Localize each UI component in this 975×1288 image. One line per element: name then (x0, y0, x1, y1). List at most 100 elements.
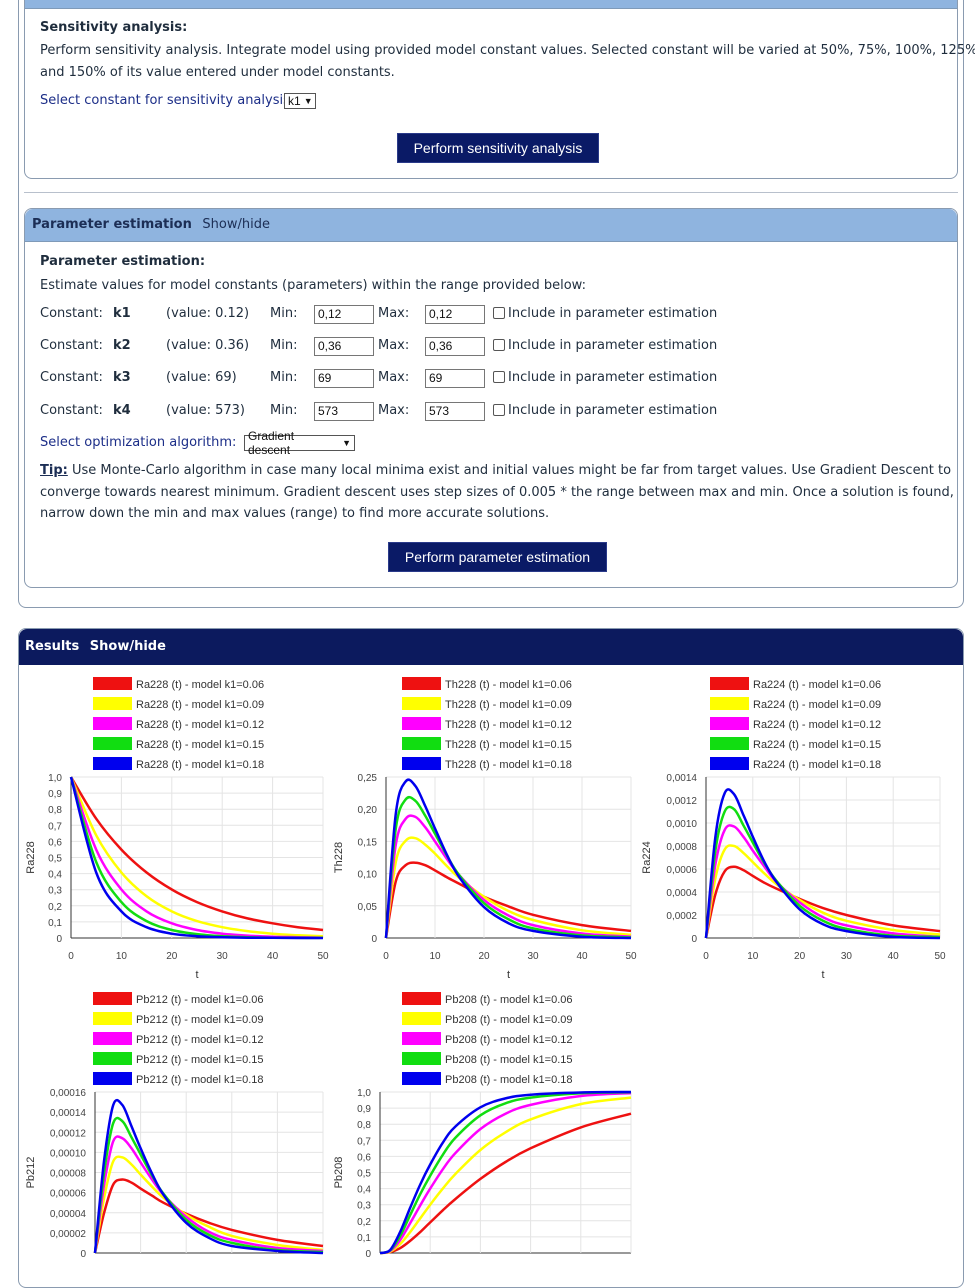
legend-entry-4: Th228 (t) - model k1=0.18 (445, 759, 572, 771)
max-label: Max: (378, 403, 410, 418)
y-tick-label-6: 0,6 (357, 1152, 371, 1163)
results-title: Results (25, 639, 80, 654)
parameter-estimation-showhide-link[interactable]: Show/hide (202, 217, 270, 232)
series-line-k1=0.09 (379, 1096, 632, 1255)
legend-swatch-3 (402, 1052, 441, 1065)
results-charts: Ra228 (t) - model k1=0.06 Ra228 (t) - mod… (25, 677, 946, 1260)
constant-value: (value: 0.36) (166, 338, 250, 353)
series-line-k1=0.18 (93, 1098, 324, 1255)
y-tick-label-8: 0,00016 (50, 1088, 87, 1099)
constant-name: k2 (113, 338, 131, 353)
legend-entry-2: Ra224 (t) - model k1=0.12 (753, 719, 881, 731)
constant-label: Constant: (40, 403, 103, 418)
y-tick-label-5: 0,5 (48, 854, 62, 865)
optimization-algorithm-select[interactable]: Gradient descent ▼ (244, 429, 355, 457)
legend-entry-1: Pb212 (t) - model k1=0.09 (136, 1014, 264, 1026)
x-tick-label-0: 0 (383, 951, 389, 962)
legend-entry-3: Th228 (t) - model k1=0.15 (445, 739, 572, 751)
legend-swatch-1 (402, 697, 441, 710)
constant-value: (value: 0.12) (166, 306, 250, 321)
series-line-k1=0.06 (69, 776, 324, 932)
series-line-k1=0.09 (93, 1155, 324, 1254)
constant-name: k3 (113, 370, 131, 385)
sensitivity-constant-select[interactable]: k1 ▼ (284, 93, 316, 109)
min-input-k4[interactable]: 573 (314, 402, 374, 421)
legend-swatch-4 (93, 757, 132, 770)
y-tick-label-10: 1,0 (48, 773, 62, 784)
constant-label: Constant: (40, 338, 103, 353)
perform-parameter-estimation-button[interactable]: Perform parameter estimation (388, 542, 607, 572)
y-axis-label: Th228 (333, 842, 345, 873)
optimization-algorithm-label: Select optimization algorithm: (40, 435, 237, 450)
legend-swatch-4 (402, 1072, 441, 1085)
y-tick-label-2: 0,2 (357, 1217, 371, 1228)
legend-swatch-4 (93, 1072, 132, 1085)
sensitivity-description-line2: and 150% of its value entered under mode… (40, 65, 395, 80)
y-tick-label-2: 0,00004 (50, 1209, 87, 1220)
legend-entry-3: Pb212 (t) - model k1=0.15 (136, 1054, 264, 1066)
min-input-k2[interactable]: 0,36 (314, 337, 374, 356)
results-panel-header: Results Show/hide (19, 629, 963, 665)
legend-entry-0: Ra228 (t) - model k1=0.06 (136, 679, 264, 691)
series-line-k1=0.18 (69, 776, 323, 940)
y-tick-label-3: 0,00006 (50, 1189, 87, 1200)
legend-entry-2: Th228 (t) - model k1=0.12 (445, 719, 572, 731)
x-tick-label-5: 50 (625, 951, 637, 962)
y-tick-label-6: 0,00012 (50, 1128, 87, 1139)
chevron-down-icon: ▼ (342, 438, 351, 448)
min-input-k3[interactable]: 69 (314, 369, 374, 388)
max-label: Max: (378, 306, 410, 321)
y-tick-label-3: 0,3 (48, 886, 62, 897)
legend-entry-0: Ra224 (t) - model k1=0.06 (753, 679, 881, 691)
x-tick-label-2: 20 (794, 951, 806, 962)
y-tick-label-5: 0,25 (358, 773, 378, 784)
legend-swatch-0 (710, 677, 749, 690)
parameter-estimation-panel: Parameter estimation Show/hide (24, 208, 958, 588)
legend-entry-1: Ra224 (t) - model k1=0.09 (753, 699, 881, 711)
max-input-k3[interactable]: 69 (425, 369, 485, 388)
y-tick-label-6: 0,0012 (666, 796, 697, 807)
x-tick-label-2: 20 (166, 951, 178, 962)
y-tick-label-3: 0,15 (358, 837, 378, 848)
legend-entry-3: Ra224 (t) - model k1=0.15 (753, 739, 881, 751)
sensitivity-select-label: Select constant for sensitivity analysis… (40, 93, 295, 108)
x-tick-label-4: 40 (888, 951, 900, 962)
y-tick-label-0: 0 (365, 1249, 371, 1260)
x-tick-label-5: 50 (934, 951, 946, 962)
include-checkbox-k2[interactable] (493, 339, 505, 351)
include-checkbox-k1[interactable] (493, 307, 505, 319)
y-tick-label-5: 0,0010 (666, 819, 697, 830)
min-label: Min: (270, 306, 298, 321)
legend-entry-1: Th228 (t) - model k1=0.09 (445, 699, 572, 711)
x-tick-label-2: 20 (478, 951, 490, 962)
legend-swatch-4 (402, 757, 441, 770)
tip-line2: converge towards nearest minimum. Gradie… (40, 485, 954, 500)
max-input-k1[interactable]: 0,12 (425, 305, 485, 324)
series-line-k1=0.12 (384, 814, 632, 939)
include-label: Include in parameter estimation (508, 403, 718, 418)
results-showhide-link[interactable]: Show/hide (89, 639, 166, 654)
perform-sensitivity-analysis-button[interactable]: Perform sensitivity analysis (397, 133, 599, 163)
y-tick-label-8: 0,8 (357, 1120, 371, 1131)
y-tick-label-1: 0,00002 (50, 1229, 87, 1240)
max-input-k4[interactable]: 573 (425, 402, 485, 421)
x-tick-label-1: 10 (116, 951, 128, 962)
parameter-estimation-panel-header: Parameter estimation Show/hide (25, 209, 957, 242)
max-input-k2[interactable]: 0,36 (425, 337, 485, 356)
y-tick-label-5: 0,5 (357, 1169, 371, 1180)
chart-pb208: Pb208 (t) - model k1=0.06 Pb208 (t) - mod… (333, 992, 632, 1260)
legend-swatch-2 (402, 717, 441, 730)
legend-entry-0: Th228 (t) - model k1=0.06 (445, 679, 572, 691)
series-line-k1=0.18 (379, 1090, 632, 1255)
y-tick-label-2: 0,0004 (666, 888, 697, 899)
y-tick-label-7: 0,0014 (666, 773, 697, 784)
min-input-k1[interactable]: 0,12 (314, 305, 374, 324)
include-checkbox-k3[interactable] (493, 371, 505, 383)
results-panel: Results Show/hide (18, 628, 964, 1288)
legend-entry-0: Pb212 (t) - model k1=0.06 (136, 994, 264, 1006)
constant-name: k4 (113, 403, 131, 418)
max-label: Max: (378, 370, 410, 385)
include-checkbox-k4[interactable] (493, 404, 505, 416)
sensitivity-description-line1: Perform sensitivity analysis. Integrate … (40, 43, 975, 58)
x-tick-label-4: 40 (576, 951, 588, 962)
